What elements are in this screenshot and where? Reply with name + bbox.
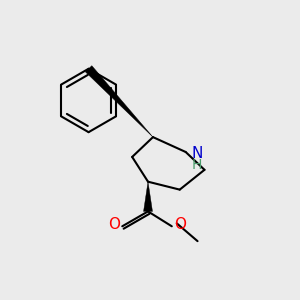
Polygon shape — [144, 182, 152, 211]
Text: O: O — [108, 217, 120, 232]
Polygon shape — [85, 66, 153, 137]
Text: H: H — [192, 158, 202, 172]
Text: N: N — [192, 146, 203, 161]
Text: O: O — [174, 217, 186, 232]
